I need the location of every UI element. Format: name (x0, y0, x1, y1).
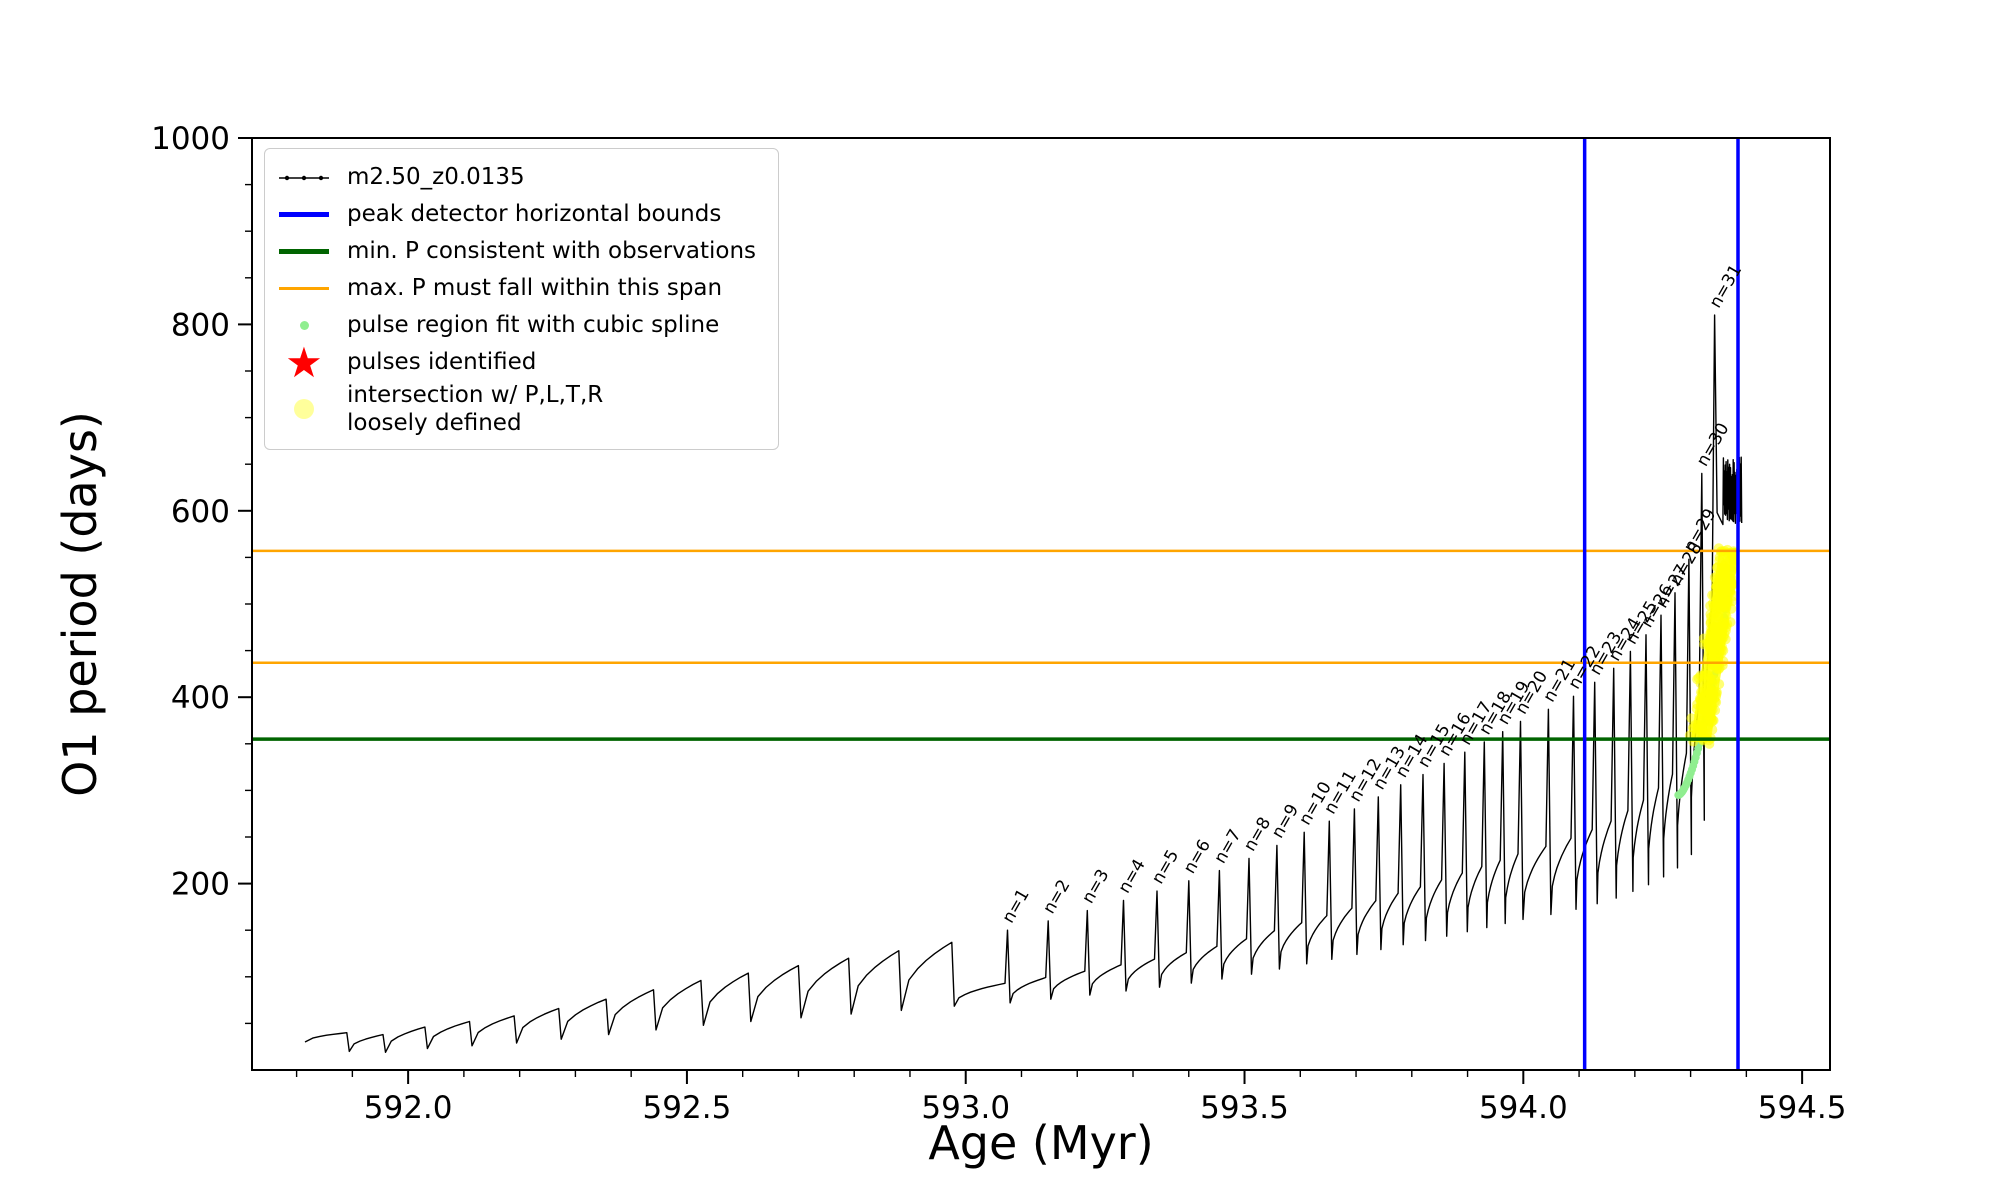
pulse-label: n=5 (1148, 847, 1183, 888)
legend: m2.50_z0.0135 peak detector horizontal b… (264, 148, 780, 451)
intersection-dot (1726, 603, 1737, 614)
y-tick-label: 200 (171, 867, 230, 903)
legend-label-peak-bounds: peak detector horizontal bounds (347, 201, 722, 228)
legend-label-min-p: min. P consistent with observations (347, 238, 757, 265)
x-tick-label: 592.5 (643, 1090, 732, 1126)
legend-label-pulses: pulses identified (347, 349, 537, 376)
intersection-dot (1711, 688, 1722, 699)
y-tick-label: 800 (171, 307, 230, 343)
intersection-dot (1715, 602, 1726, 613)
star-icon: ★ (285, 337, 323, 387)
pulse-label: n=8 (1240, 814, 1275, 855)
intersection-dot (1711, 637, 1722, 647)
intersection-dot (1705, 609, 1716, 620)
pulse-label: n=7 (1210, 826, 1245, 867)
x-tick-label: 594.5 (1758, 1090, 1847, 1126)
y-tick-label: 1000 (151, 121, 230, 157)
spline-dot-swatch (299, 321, 309, 330)
pulse-label: n=3 (1078, 866, 1113, 907)
legend-label-series: m2.50_z0.0135 (347, 164, 525, 191)
intersection-dot (1727, 596, 1738, 607)
legend-item-intersection: intersection w/ P,L,T,R loosely defined (275, 381, 756, 437)
x-axis-label: Age (Myr) (928, 1116, 1154, 1170)
pulse-label: n=4 (1115, 856, 1150, 897)
max-p-swatch (279, 287, 329, 290)
pulse-label: n=31 (1706, 261, 1747, 311)
intersection-dot (1697, 723, 1708, 734)
legend-item-min-p: min. P consistent with observations (275, 233, 756, 270)
intersection-dot (1712, 562, 1722, 573)
legend-item-max-p: max. P must fall within this span (275, 270, 756, 307)
intersection-dot (1712, 583, 1723, 593)
legend-label-intersection: intersection w/ P,L,T,R loosely defined (347, 382, 604, 437)
x-tick-label: 593.0 (921, 1090, 1010, 1126)
legend-label-max-p: max. P must fall within this span (347, 275, 723, 302)
intersection-dot (1703, 639, 1714, 650)
x-tick-label: 592.0 (364, 1090, 453, 1126)
intersection-dot (1728, 555, 1739, 566)
intersection-dot (1713, 664, 1724, 675)
legend-item-pulses: ★ pulses identified (275, 337, 756, 387)
intersection-dot (1714, 552, 1725, 563)
intersection-dot (1709, 674, 1720, 685)
intersection-dot-swatch (294, 399, 314, 420)
intersection-dot (1720, 563, 1731, 574)
intersection-dot (1707, 704, 1718, 715)
legend-label-spline: pulse region fit with cubic spline (347, 312, 720, 339)
intersection-dot (1694, 693, 1705, 704)
y-tick-label: 600 (171, 494, 230, 530)
intersection-dot (1702, 666, 1713, 677)
intersection-dot (1710, 647, 1721, 658)
intersection-dot (1722, 578, 1733, 589)
y-tick-label: 400 (171, 680, 230, 716)
intersection-dot (1693, 673, 1704, 683)
min-p-swatch (279, 249, 329, 254)
peak-bounds-swatch (279, 212, 329, 217)
legend-item-peak-bounds: peak detector horizontal bounds (275, 196, 756, 233)
x-tick-label: 594.0 (1479, 1090, 1568, 1126)
series-line (304, 314, 1743, 1053)
x-tick-label: 593.5 (1200, 1090, 1289, 1126)
y-axis-label: O1 period (days) (53, 411, 107, 797)
legend-item-series: m2.50_z0.0135 (275, 159, 756, 196)
pulse-label: n=1 (999, 886, 1034, 927)
pulse-label: n=2 (1039, 876, 1074, 917)
legend-item-spline: pulse region fit with cubic spline (275, 307, 756, 344)
intersection-dot (1713, 622, 1724, 633)
series-line-swatch (275, 167, 333, 189)
